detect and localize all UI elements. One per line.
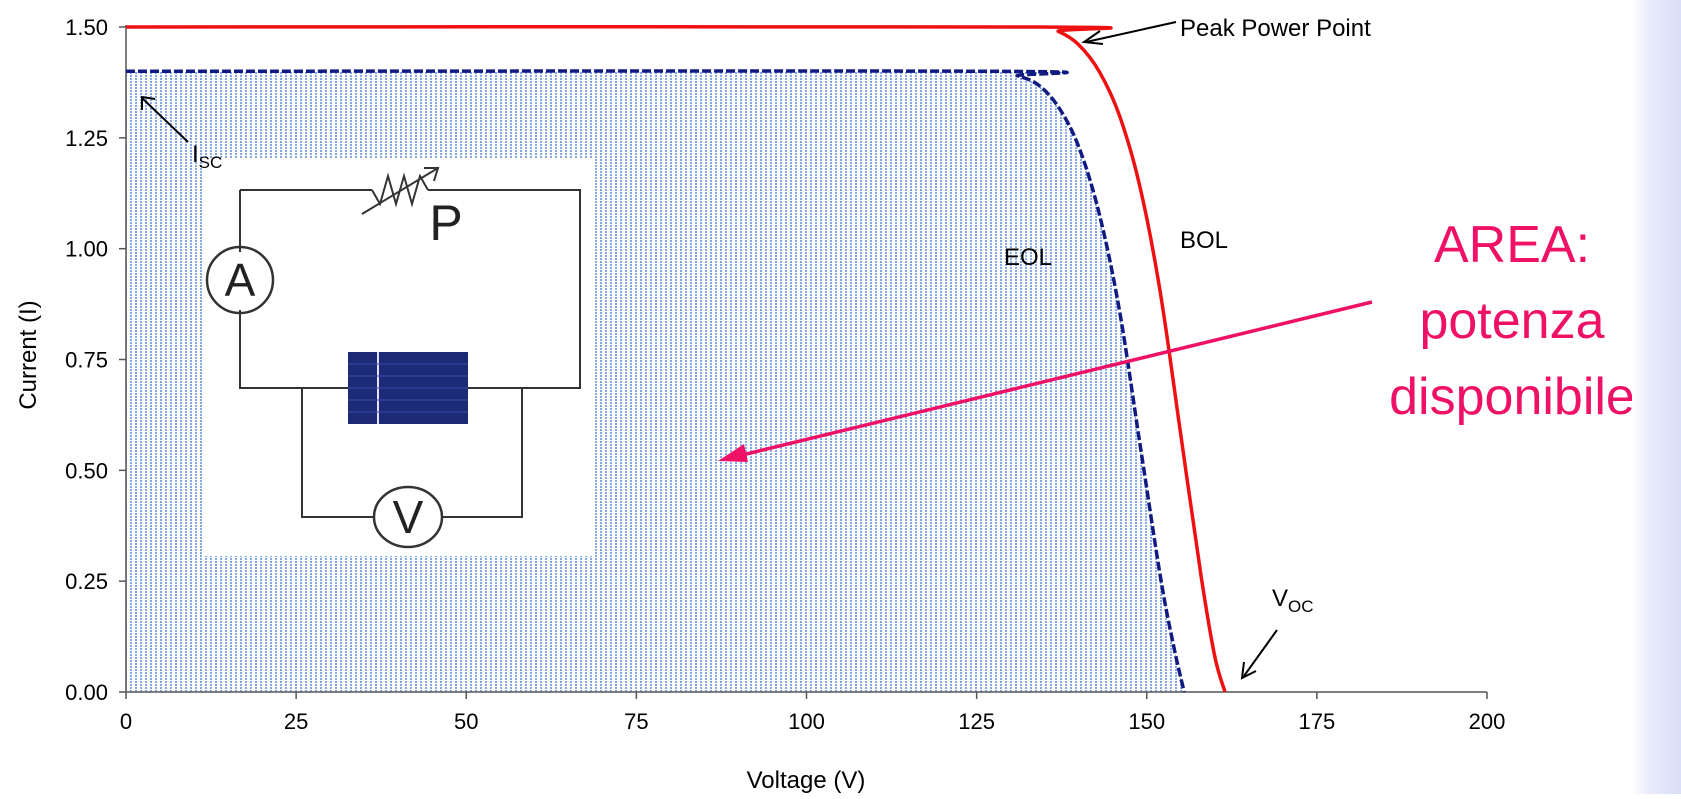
voc-arrow [1240, 629, 1278, 680]
voltmeter-circle [372, 485, 444, 549]
y-tick-label: 0.75 [65, 348, 108, 373]
axis-ticks: 0 25 50 75 100 125 150 175 200 0.00 0.25 0.50 0.75 1.… [65, 15, 1505, 734]
slide-side-band [1632, 0, 1681, 794]
isc-annotation: ISC [141, 95, 222, 172]
x-tick-label: 75 [624, 709, 648, 734]
voc-annotation: VOC [1240, 585, 1314, 680]
x-tick-label: 25 [284, 709, 308, 734]
y-tick-label: 1.50 [65, 15, 108, 40]
variable-resistor-arrowhead [424, 167, 440, 182]
eol-label: EOL [1004, 244, 1052, 271]
callout-arrow-line [729, 300, 1373, 460]
circuit-wire-volt-right [442, 388, 523, 518]
y-tick-label: 0.50 [65, 458, 108, 483]
circuit-wire-volt-left [301, 388, 374, 518]
area-callout: AREA: potenza disponibile [718, 216, 1635, 462]
callout-line-2: potenza [1419, 292, 1604, 350]
x-tick-label: 200 [1469, 709, 1506, 734]
x-tick-label: 0 [120, 709, 132, 734]
callout-line-1: AREA: [1434, 216, 1590, 274]
voltmeter-label: V [393, 491, 424, 543]
x-tick-label: 150 [1128, 709, 1165, 734]
y-axis-title: Current (I) [15, 300, 42, 409]
y-tick-label: 1.25 [65, 126, 108, 151]
solar-cell-icon [348, 352, 468, 424]
peak-power-arrow [1081, 21, 1177, 45]
isc-arrow [141, 95, 189, 143]
ammeter-circle [205, 245, 275, 315]
isc-label: ISC [192, 141, 222, 172]
load-label: P [429, 195, 462, 251]
y-tick-label: 0.00 [65, 680, 108, 705]
x-tick-label: 175 [1299, 709, 1336, 734]
x-tick-label: 100 [788, 709, 825, 734]
eol-series-line [125, 69, 1186, 693]
x-axis-title: Voltage (V) [747, 767, 866, 794]
y-tick-label: 1.00 [65, 237, 108, 262]
voc-label: VOC [1272, 585, 1314, 616]
x-tick-label: 125 [958, 709, 995, 734]
y-tick-label: 0.25 [65, 569, 108, 594]
callout-arrowhead [718, 444, 748, 462]
variable-resistor-arrow [361, 167, 439, 215]
bol-label: BOL [1180, 227, 1228, 254]
circuit-wire-outer [239, 189, 581, 389]
callout-line-3: disponibile [1389, 368, 1635, 426]
bol-series-line [125, 24, 1227, 693]
measurement-circuit-inset: A V P [202, 158, 592, 556]
ammeter-label: A [225, 254, 256, 306]
x-tick-label: 50 [454, 709, 478, 734]
peak-power-point-label: Peak Power Point [1180, 15, 1371, 42]
